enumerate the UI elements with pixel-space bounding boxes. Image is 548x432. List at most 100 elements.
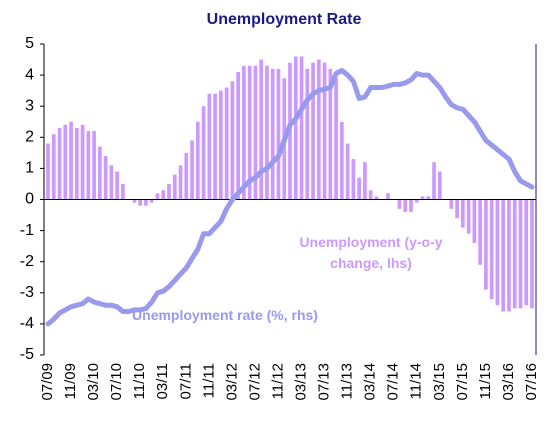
x-tick-label: 03/16 <box>500 363 517 401</box>
x-tick-label: 03/12 <box>223 363 240 401</box>
bar <box>512 199 517 309</box>
bar <box>414 199 419 203</box>
bar <box>115 171 119 200</box>
bar <box>201 106 206 200</box>
y-tick-label: -5 <box>20 346 34 363</box>
bar <box>149 199 154 203</box>
bar <box>305 68 310 200</box>
x-tick-label: 07/16 <box>523 363 540 401</box>
bar <box>51 134 56 200</box>
bar <box>328 68 333 200</box>
bar <box>103 155 108 200</box>
bar <box>121 183 125 200</box>
line <box>45 67 535 327</box>
y-tick-label: -1 <box>20 222 34 239</box>
bar <box>190 140 194 200</box>
bar <box>57 127 62 200</box>
y-tick-label: 0 <box>25 191 34 208</box>
bar <box>420 196 425 200</box>
bar <box>178 165 183 200</box>
bar <box>363 162 367 200</box>
x-tick-label: 11/12 <box>269 363 286 399</box>
bar <box>334 78 338 200</box>
bar <box>161 190 166 200</box>
bar <box>530 199 534 309</box>
bar <box>437 171 442 200</box>
x-tick-label: 07/09 <box>39 363 56 401</box>
bar <box>472 199 477 244</box>
bar <box>230 81 235 200</box>
bar <box>265 65 269 200</box>
bar <box>409 199 413 212</box>
x-tick-label: 11/11 <box>200 363 217 398</box>
bar <box>322 62 327 200</box>
bar <box>489 199 494 300</box>
bar <box>259 59 264 200</box>
x-tick-label: 03/13 <box>292 363 309 401</box>
bar <box>184 152 189 200</box>
x-tick-label: 07/13 <box>316 363 333 401</box>
bar <box>219 90 223 200</box>
x-tick-label: 11/15 <box>477 363 494 399</box>
bar <box>299 56 304 200</box>
bar <box>466 199 471 234</box>
bar <box>253 65 258 200</box>
bar <box>426 196 431 200</box>
bar <box>207 93 212 200</box>
bar <box>109 165 114 200</box>
bar <box>172 174 177 200</box>
bar <box>80 124 85 200</box>
bar <box>351 159 356 200</box>
bar <box>478 199 482 265</box>
bar <box>224 87 229 200</box>
bar <box>397 199 402 209</box>
bar <box>69 121 73 200</box>
bar <box>167 183 171 200</box>
bar <box>195 121 200 200</box>
bar <box>155 193 160 200</box>
line-series-label: Unemployment rate (%, rhs) <box>132 307 318 323</box>
bar <box>374 196 379 200</box>
y-tick-label: 4 <box>25 66 34 83</box>
bar <box>293 56 298 200</box>
y-tick-label: -4 <box>20 315 34 332</box>
bar-series-label: Unemployment (y-o-y change, lhs) <box>299 234 443 271</box>
y-tick-label: 5 <box>25 35 34 52</box>
x-tick-label: 11/10 <box>131 363 148 399</box>
bar <box>340 121 344 200</box>
bar <box>455 199 459 219</box>
x-tick-label: 11/14 <box>408 363 425 399</box>
bar <box>461 199 465 228</box>
bar <box>236 71 240 200</box>
bar <box>46 143 50 200</box>
bar <box>501 199 506 312</box>
bar <box>270 68 275 200</box>
bar <box>345 143 350 200</box>
chart-title: Unemployment Rate <box>207 11 362 28</box>
bar <box>276 68 281 200</box>
bar <box>63 124 68 200</box>
x-tick-label: 07/11 <box>177 363 194 399</box>
x-tick-label: 03/14 <box>362 363 379 401</box>
bar <box>484 199 488 290</box>
x-tick-label: 03/11 <box>154 363 171 399</box>
bar <box>242 65 246 200</box>
bar <box>92 131 96 200</box>
y-tick-label: 3 <box>25 97 34 114</box>
x-tick-label: 11/09 <box>62 363 79 399</box>
bar <box>247 65 252 200</box>
bar <box>86 131 91 200</box>
bar <box>368 190 373 200</box>
y-tick-label: -2 <box>20 253 34 270</box>
bar <box>316 59 321 200</box>
bar <box>518 199 523 309</box>
x-tick-label: 03/15 <box>431 363 448 401</box>
y-tick-label: 2 <box>25 129 34 146</box>
x-tick-label: 07/14 <box>385 363 402 401</box>
y-tick-label: 1 <box>25 160 34 177</box>
x-tick-label: 07/10 <box>108 363 125 401</box>
bar <box>311 62 315 200</box>
x-tick-label: 11/13 <box>339 363 356 399</box>
